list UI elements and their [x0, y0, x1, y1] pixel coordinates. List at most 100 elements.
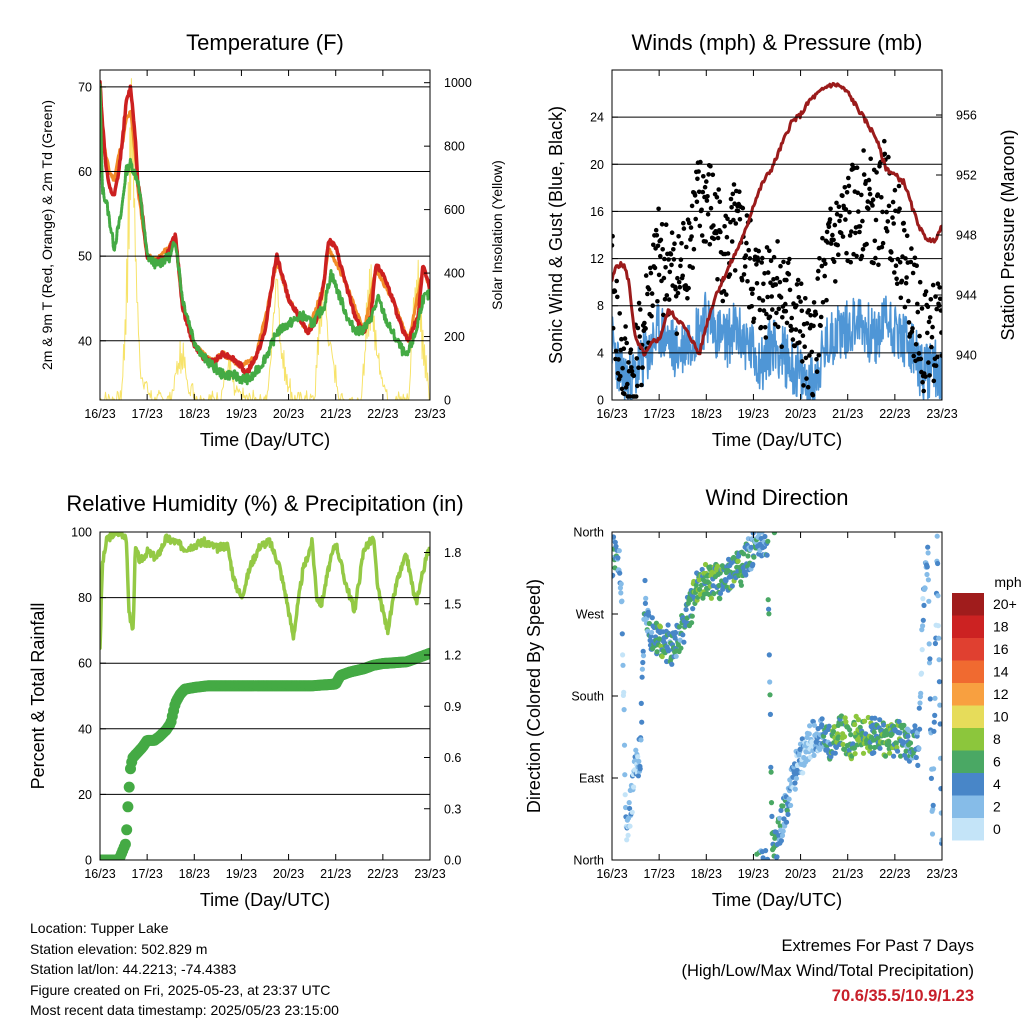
gust-point [804, 376, 809, 381]
legend-label: 4 [993, 776, 1001, 792]
gust-point [700, 189, 706, 195]
direction-point [766, 611, 772, 617]
gust-point [913, 342, 919, 347]
gust-point [827, 217, 833, 222]
gust-point [689, 203, 695, 209]
direction-point [927, 696, 933, 702]
gust-point [935, 281, 941, 287]
gust-point [694, 199, 700, 205]
direction-point [765, 597, 771, 603]
gust-point [916, 351, 922, 356]
gust-point [890, 215, 895, 220]
gust-point [807, 353, 812, 358]
gust-point [917, 333, 922, 339]
direction-point [826, 723, 832, 729]
gust-point [868, 156, 873, 162]
direction-point [925, 550, 931, 556]
gust-point [789, 315, 794, 321]
direction-point [620, 652, 626, 658]
x-axis-label: Time (Day/UTC) [200, 430, 330, 450]
gust-point [861, 172, 867, 177]
gust-point [872, 238, 878, 244]
direction-point [627, 823, 633, 829]
gust-point [860, 247, 866, 252]
gust-point [754, 262, 759, 267]
solar-insolation-line [100, 78, 430, 400]
gust-point [757, 295, 762, 301]
gust-point [784, 277, 789, 283]
direction-point [766, 606, 772, 612]
gust-point [612, 233, 615, 239]
gust-point [925, 330, 930, 336]
y2-tick-label: 0.6 [444, 751, 461, 765]
gust-point [629, 368, 635, 374]
direction-point [877, 745, 883, 751]
wind-direction-panel: 16/23 17/23 18/23 19/23 20/23 21/23 22/23 23/23… [524, 485, 1022, 910]
direction-point [665, 622, 671, 628]
gust-point [654, 233, 660, 238]
direction-point [921, 602, 927, 609]
gust-point [811, 300, 817, 305]
legend-label: 18 [993, 619, 1009, 635]
gust-point [838, 213, 843, 219]
direction-point [621, 742, 628, 748]
gust-point [760, 298, 766, 303]
direction-point [699, 566, 705, 573]
direction-point [924, 564, 930, 570]
gust-point [894, 281, 900, 287]
direction-point [690, 606, 696, 612]
location-text: Location: Tupper Lake [30, 920, 169, 936]
direction-point [936, 679, 942, 685]
gust-point [619, 336, 624, 342]
direction-point [748, 544, 754, 550]
gust-point [762, 325, 768, 330]
gust-point [671, 247, 676, 252]
gust-point [785, 260, 791, 266]
direction-point [937, 702, 942, 708]
direction-point [743, 572, 749, 578]
gust-point [787, 287, 793, 293]
direction-point [897, 730, 903, 736]
gust-point [844, 250, 849, 256]
gust-point [775, 324, 781, 330]
direction-point [842, 715, 848, 721]
direction-point [767, 679, 773, 685]
gust-point [923, 289, 929, 294]
gust-point [892, 270, 897, 275]
direction-point [881, 722, 887, 728]
direction-point [646, 620, 653, 627]
gust-point [702, 184, 708, 190]
gust-point [774, 275, 780, 281]
direction-point [617, 585, 624, 591]
gust-point [625, 381, 630, 387]
y-tick-label: North [573, 854, 604, 868]
direction-point [639, 719, 645, 725]
direction-point [913, 754, 919, 761]
gust-point [706, 172, 711, 177]
direction-point [640, 648, 646, 655]
gust-point [616, 357, 621, 362]
gust-point [697, 223, 703, 229]
legend-swatch [952, 728, 984, 751]
gust-point [765, 294, 770, 300]
gust-point [639, 382, 644, 388]
gust-point [816, 268, 821, 274]
x-tick-label: 21/23 [832, 867, 863, 881]
y-tick-label: 12 [590, 252, 604, 266]
direction-point [871, 750, 877, 756]
direction-point [759, 532, 765, 535]
direction-point [769, 813, 775, 820]
gust-point [612, 288, 618, 294]
gust-point [910, 270, 916, 276]
y-tick-label: 60 [78, 165, 92, 179]
gust-point [843, 217, 848, 222]
gust-point [840, 234, 846, 239]
elevation-text: Station elevation: 502.829 m [30, 940, 208, 957]
gust-point [847, 209, 852, 215]
gust-point [689, 234, 694, 239]
gust-point [750, 286, 756, 292]
chart-title: Temperature (F) [186, 30, 344, 55]
direction-point [936, 635, 942, 641]
gust-point [915, 301, 920, 307]
